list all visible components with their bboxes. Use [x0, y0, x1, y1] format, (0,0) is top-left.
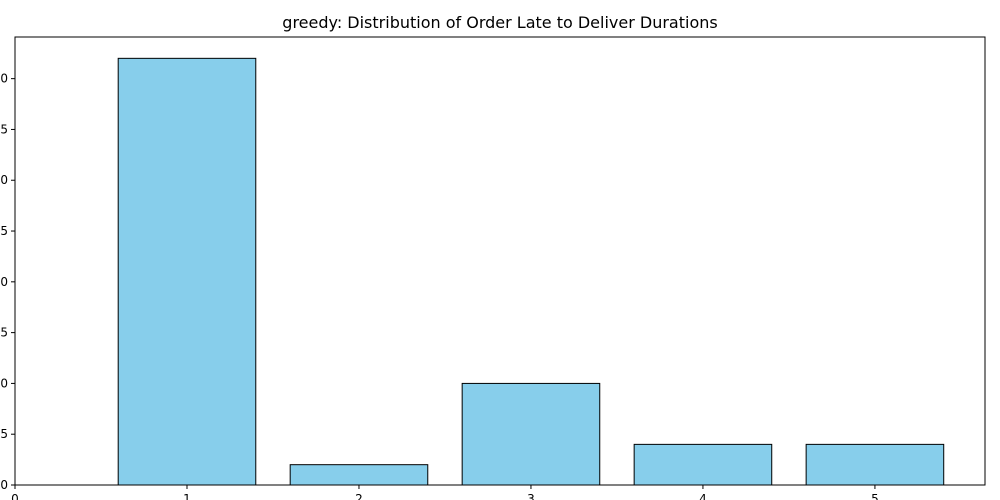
bar [805, 443, 945, 486]
x-tick-label: 3 [527, 492, 535, 500]
x-tick-label: 2 [355, 492, 363, 500]
y-tick-label: 10 [0, 376, 8, 390]
y-tick-label: 30 [0, 173, 8, 187]
bar [289, 464, 429, 486]
bar [633, 443, 773, 486]
bar [461, 382, 601, 486]
y-tick-label: 35 [0, 122, 8, 136]
y-tick-label: 25 [0, 224, 8, 238]
y-tick-label: 0 [0, 478, 8, 492]
y-tick-label: 15 [0, 326, 8, 340]
chart-title: greedy: Distribution of Order Late to De… [282, 13, 717, 32]
x-tick-label: 1 [183, 492, 191, 500]
y-tick-label: 40 [0, 72, 8, 86]
y-tick-label: 20 [0, 275, 8, 289]
bar [117, 57, 257, 486]
y-tick-label: 5 [0, 427, 8, 441]
x-tick-label: 5 [871, 492, 879, 500]
x-tick-label: 4 [699, 492, 707, 500]
plot-frame [14, 36, 986, 486]
x-tick-label: 0 [11, 492, 19, 500]
